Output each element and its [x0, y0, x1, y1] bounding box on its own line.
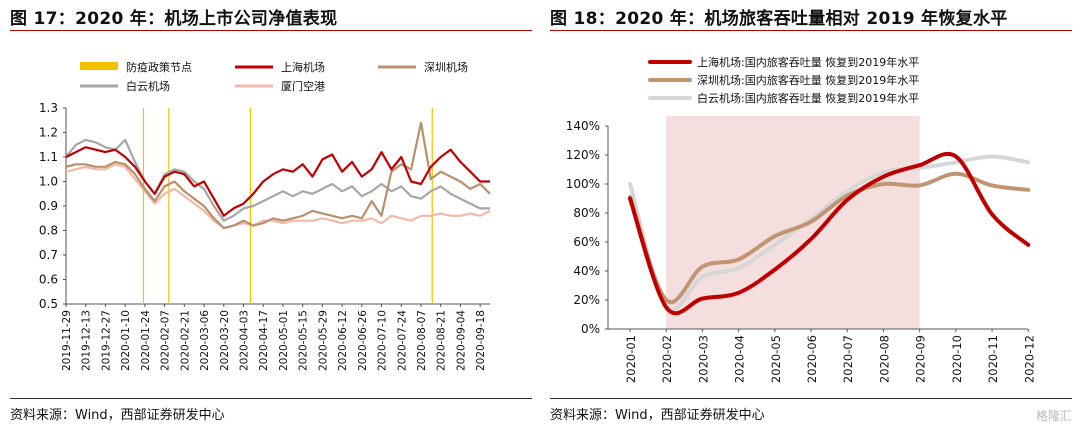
y-tick-label: 100%: [566, 177, 600, 191]
x-tick-label: 2019-12-13: [81, 310, 93, 371]
y-tick-label: 120%: [566, 148, 600, 162]
watermark-logo: 格隆汇: [1035, 409, 1072, 423]
x-tick-label: 2020-08-21: [436, 310, 448, 371]
left-panel: 图 17：2020 年：机场上市公司净值表现 防疫政策节点 上海机场 深圳机场白云机…: [10, 9, 532, 423]
shaded-period: [666, 116, 920, 329]
x-tick-label: 2020-01-10: [120, 310, 132, 371]
legend-label: 防疫政策节点: [126, 60, 192, 74]
y-tick-label: 140%: [566, 119, 600, 133]
y-tick-label: 0.8: [39, 224, 58, 238]
series-line-2: [628, 171, 1031, 305]
right-source: 资料来源：Wind，西部证券研发中心: [550, 408, 765, 423]
x-tick-label: 2019-12-27: [100, 310, 112, 371]
x-tick-label: 2020-12: [1022, 335, 1036, 383]
series-line-2: [65, 121, 491, 230]
y-tick-label: 40%: [573, 264, 600, 278]
x-tick-label: 2020-10: [950, 335, 964, 383]
x-tick-label: 2020-11: [986, 335, 1000, 383]
y-tick-label: 1.2: [39, 126, 58, 140]
x-tick-label: 2020-06-12: [337, 310, 349, 371]
x-tick-label: 2020-04: [733, 335, 747, 383]
x-tick-label: 2020-08-07: [416, 310, 428, 371]
x-tick-label: 2020-01-24: [140, 310, 152, 371]
left-source-rule: [10, 398, 532, 399]
y-tick-label: 1.3: [39, 101, 58, 115]
x-tick-label: 2020-04-03: [238, 310, 250, 371]
y-tick-label: 20%: [573, 293, 600, 307]
x-tick-label: 2020-09-18: [475, 310, 487, 371]
x-tick-label: 2020-09-04: [455, 310, 467, 371]
right-source-rule: [550, 398, 1072, 399]
left-title-rule: [10, 30, 532, 31]
x-tick-label: 2020-03-20: [219, 310, 231, 371]
x-tick-label: 2020-06-26: [357, 310, 369, 371]
x-tick-label: 2020-02: [660, 335, 674, 383]
x-tick-label: 2020-01: [624, 335, 638, 383]
legend-label: 深圳机场: [424, 60, 468, 74]
x-tick-label: 2020-05-15: [298, 310, 310, 371]
series-line-1: [65, 146, 490, 217]
x-tick-label: 2020-04-17: [258, 310, 270, 371]
legend-label: 上海机场:国内旅客吞吐量 恢复到2019年水平: [697, 55, 919, 69]
legend-label: 白云机场:国内旅客吞吐量 恢复到2019年水平: [697, 91, 919, 105]
y-tick-label: 1.1: [39, 150, 58, 164]
series-line-4: [65, 163, 491, 230]
x-tick-label: 2020-08: [877, 335, 891, 383]
x-tick-label: 2019-11-29: [61, 310, 73, 371]
x-tick-label: 2020-03-06: [199, 310, 211, 371]
x-tick-label: 2020-05-29: [317, 310, 329, 371]
left-figure-title: 图 17：2020 年：机场上市公司净值表现: [10, 9, 338, 29]
y-tick-label: 0.6: [39, 273, 58, 287]
left-source: 资料来源：Wind，西部证券研发中心: [10, 408, 225, 423]
x-tick-label: 2020-02-21: [179, 310, 191, 371]
y-tick-label: 0.7: [39, 248, 58, 262]
x-tick-label: 2020-07-24: [396, 310, 408, 371]
y-tick-label: 0.5: [39, 297, 58, 311]
x-tick-label: 2020-05-01: [278, 310, 290, 371]
x-tick-label: 2020-06: [805, 335, 819, 383]
series-line-3: [65, 138, 490, 222]
x-tick-label: 2020-09: [914, 335, 928, 383]
y-tick-label: 1.0: [39, 175, 58, 189]
right-panel: 图 18：2020 年：机场旅客吞吐量相对 2019 年恢复水平 0% 20% 40…: [540, 0, 1080, 428]
x-tick-label: 2020-02-07: [160, 310, 172, 371]
y-tick-label: 0%: [581, 322, 600, 336]
x-tick-label: 2020-03: [696, 335, 710, 383]
legend-label: 深圳机场:国内旅客吞吐量 恢复到2019年水平: [697, 73, 919, 87]
x-tick-label: 2020-05: [769, 335, 783, 383]
y-tick-label: 80%: [573, 206, 600, 220]
y-tick-label: 60%: [573, 235, 600, 249]
right-title-rule: [550, 30, 1072, 31]
right-figure-title: 图 18：2020 年：机场旅客吞吐量相对 2019 年恢复水平: [550, 9, 1008, 29]
legend-label: 厦门空港: [281, 79, 325, 93]
legend-swatch-policy: [80, 62, 118, 70]
x-tick-label: 2020-07: [841, 335, 855, 383]
legend-label: 白云机场: [126, 79, 170, 93]
y-tick-label: 0.9: [39, 199, 58, 213]
right-chart: 0% 20% 40% 60% 80% 100% 120% 140% 2020-01 2020-02…: [566, 55, 1037, 383]
series-line-3: [628, 154, 1031, 312]
x-tick-label: 2020-07-10: [377, 310, 389, 371]
series-line-1: [628, 151, 1031, 316]
legend-label: 上海机场: [281, 60, 325, 74]
